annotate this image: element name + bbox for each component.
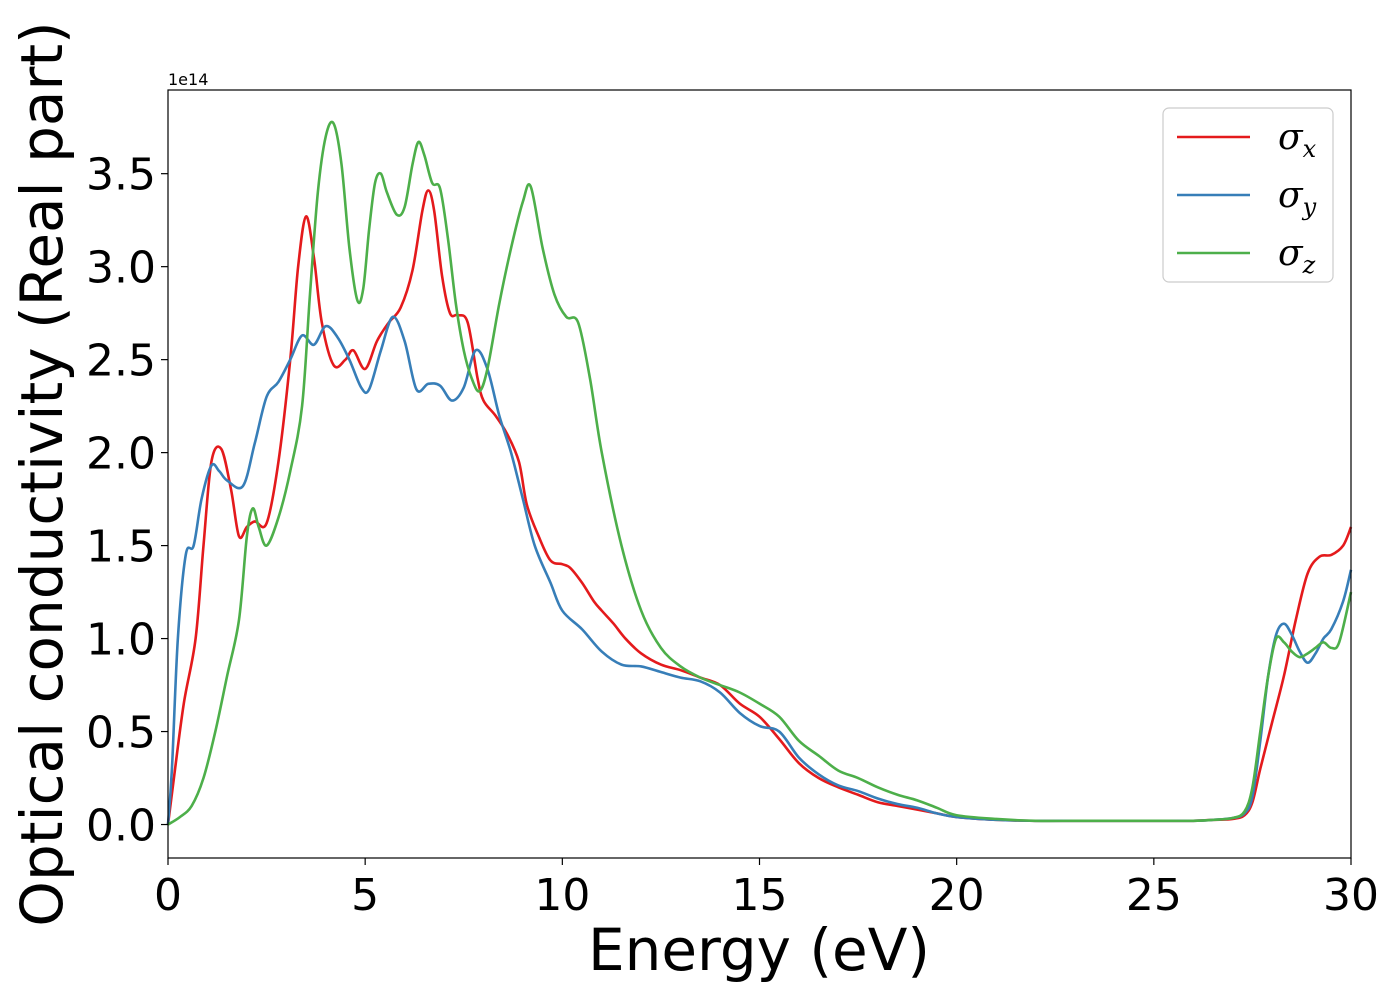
x-tick-label: 15: [732, 870, 788, 921]
x-axis-label: Energy (eV): [588, 916, 930, 984]
x-tick-label: 0: [154, 870, 182, 921]
y-tick-label: 1.5: [86, 522, 156, 573]
legend-label-z: σz: [1278, 233, 1316, 279]
x-tick-label: 5: [351, 870, 379, 921]
y-tick-label: 0.5: [86, 708, 156, 759]
y-offset-label: 1e14: [168, 70, 208, 89]
x-tick-label: 10: [534, 870, 590, 921]
series-layer: [166, 120, 1353, 826]
y-tick-label: 2.5: [86, 336, 156, 387]
x-axis: 0 5 10 15 20 25 30: [154, 858, 1379, 921]
y-tick-label: 3.0: [86, 243, 156, 294]
x-tick-label: 30: [1323, 870, 1379, 921]
y-tick-label: 2.0: [86, 429, 156, 480]
y-axis: 0.0 0.5 1.0 1.5 2.0 2.5 3.0 3.5: [86, 150, 168, 852]
y-axis-label: Optical conductivity (Real part): [8, 21, 76, 926]
y-tick-label: 1.0: [86, 615, 156, 666]
y-tick-label: 0.0: [86, 801, 156, 852]
x-tick-label: 25: [1126, 870, 1182, 921]
legend: σx σy σz: [1162, 107, 1334, 283]
legend-label-y: σy: [1278, 175, 1317, 221]
legend-label-x: σx: [1278, 117, 1317, 163]
y-tick-label: 3.5: [86, 150, 156, 201]
series-line-z: [167, 120, 1353, 826]
x-tick-label: 20: [929, 870, 985, 921]
